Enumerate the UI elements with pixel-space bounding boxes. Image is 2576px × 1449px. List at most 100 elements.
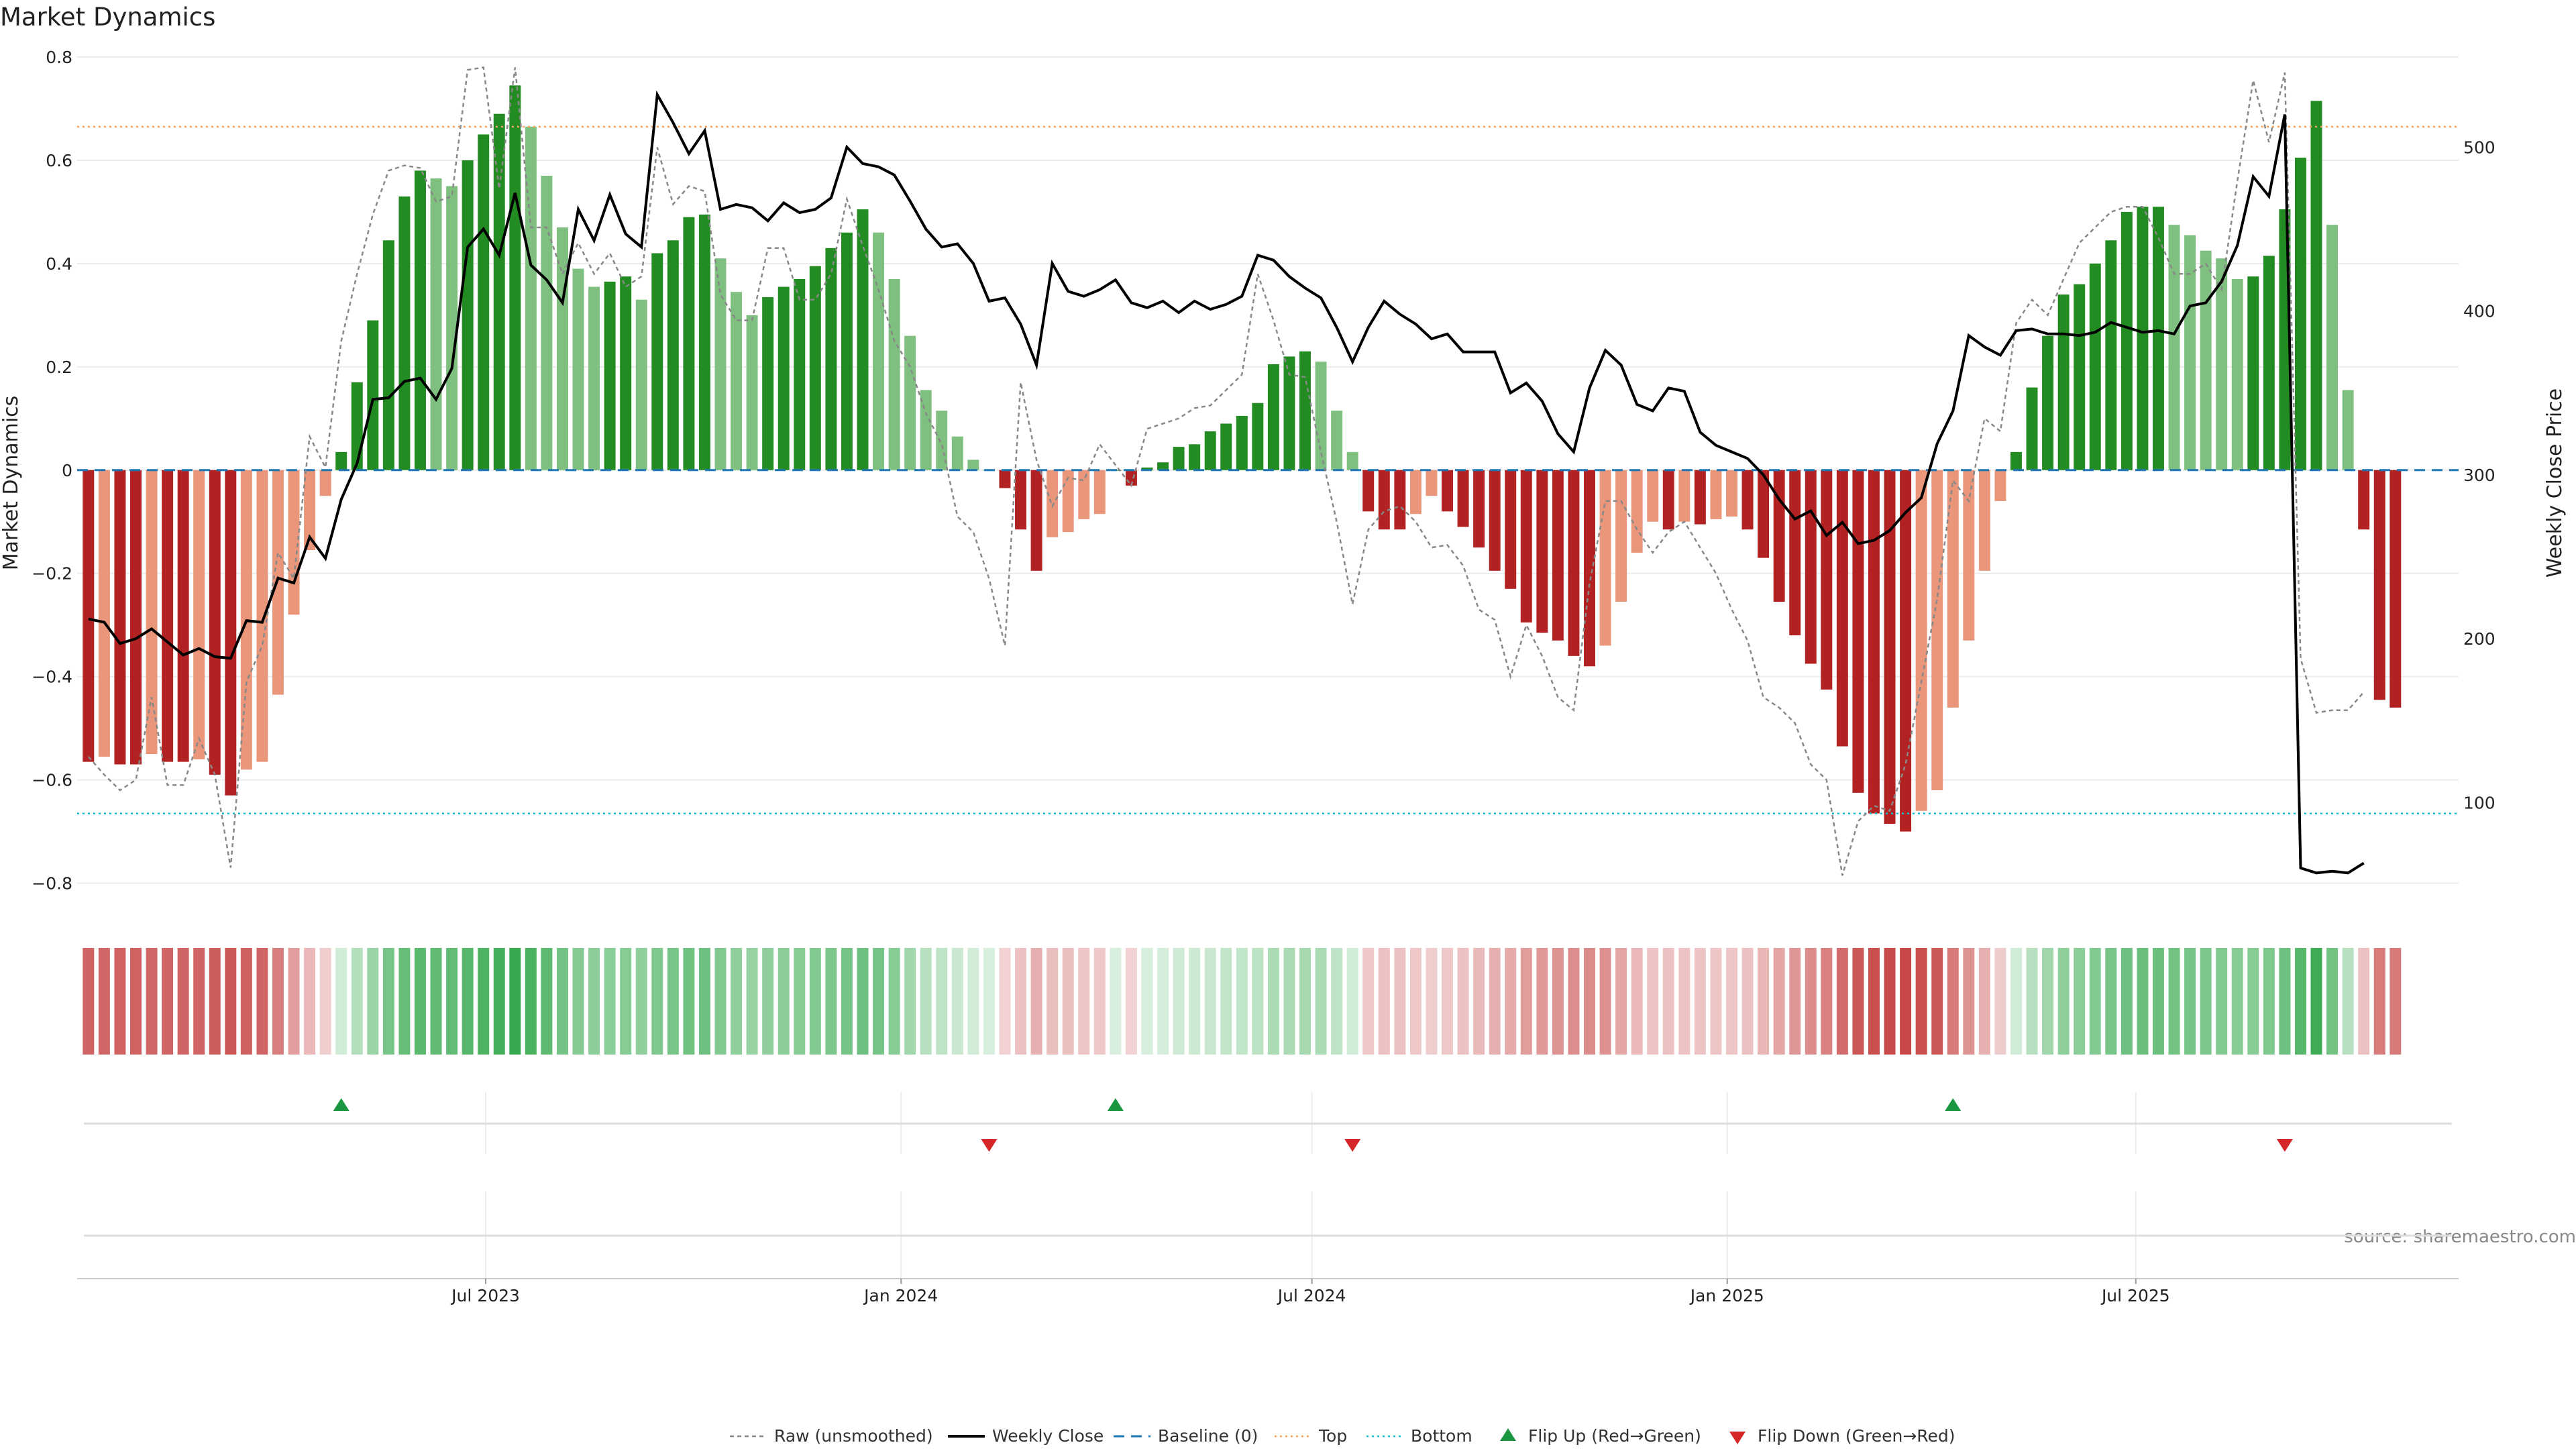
heat-cell — [1189, 948, 1201, 1055]
legend-swatch — [1729, 1432, 1746, 1444]
heat-cell — [1362, 948, 1375, 1055]
raw-line — [87, 66, 2365, 876]
heat-cell — [2231, 948, 2243, 1055]
dynamics-bar — [999, 470, 1011, 488]
heat-cell — [1252, 948, 1264, 1055]
dynamics-bar — [951, 436, 963, 470]
dynamics-bar — [1030, 470, 1042, 571]
dynamics-bar — [1678, 470, 1690, 522]
y-tick-label: −0.4 — [32, 667, 72, 687]
heat-cell — [351, 948, 363, 1055]
dynamics-bar — [1299, 351, 1311, 470]
dynamics-bar — [1868, 470, 1880, 814]
dynamics-bar — [1836, 470, 1848, 747]
dynamics-bar — [2089, 263, 2101, 470]
heat-cell — [2074, 948, 2086, 1055]
dynamics-bar — [1378, 470, 1390, 530]
heat-cell — [809, 948, 821, 1055]
heat-cell — [1900, 948, 1912, 1055]
heat-cell — [478, 948, 490, 1055]
dynamics-bar — [2200, 250, 2212, 470]
heat-cell — [667, 948, 679, 1055]
heat-cell — [146, 948, 158, 1055]
dynamics-bar — [1267, 364, 1279, 470]
heat-cell — [1662, 948, 1674, 1055]
heat-cell — [493, 948, 505, 1055]
dynamics-bar — [667, 240, 679, 470]
heat-cell — [319, 948, 331, 1055]
dynamics-bar — [1710, 470, 1722, 519]
heat-cell — [983, 948, 995, 1055]
dynamics-bar — [2168, 225, 2180, 470]
heat-cell — [2390, 948, 2402, 1055]
flip-up-marker — [1945, 1098, 1962, 1111]
heat-cell — [1694, 948, 1706, 1055]
dynamics-bar — [2373, 470, 2385, 700]
heat-cell — [2042, 948, 2054, 1055]
y-tick-label: 0.2 — [46, 358, 72, 377]
heat-cell — [1409, 948, 1421, 1055]
heat-cell — [1915, 948, 1927, 1055]
dynamics-bar — [304, 470, 316, 551]
dynamics-bar — [762, 297, 774, 470]
heat-cell — [2326, 948, 2339, 1055]
heat-cell — [777, 948, 790, 1055]
heat-cell — [1678, 948, 1690, 1055]
dynamics-bar — [319, 470, 331, 496]
dynamics-bar — [635, 299, 647, 470]
heat-cell — [1584, 948, 1595, 1055]
dynamics-bar — [351, 382, 363, 470]
heat-cell — [1220, 948, 1232, 1055]
dynamics-bar — [841, 232, 853, 470]
heat-cell — [746, 948, 758, 1055]
heat-cell — [1947, 948, 1959, 1055]
dynamics-bar — [493, 113, 505, 470]
heat-cell — [1710, 948, 1722, 1055]
heat-cell — [525, 948, 537, 1055]
heat-cell — [1836, 948, 1848, 1055]
dynamics-bar — [509, 85, 521, 470]
heat-cell — [1141, 948, 1153, 1055]
dynamics-bar — [2310, 101, 2322, 470]
dynamics-bar — [1821, 470, 1833, 690]
heat-cell — [1157, 948, 1169, 1055]
y-tick-label: 0 — [62, 461, 72, 480]
dynamics-bar — [1599, 470, 1611, 646]
dynamics-bar — [2247, 276, 2259, 470]
heat-cell — [2137, 948, 2149, 1055]
heat-cell — [714, 948, 727, 1055]
x-tick-label: Jul 2023 — [450, 1286, 520, 1305]
heat-cell — [209, 948, 221, 1055]
weekly-close-line — [88, 90, 2365, 875]
legend-swatch — [1500, 1428, 1516, 1441]
dynamics-bar — [272, 470, 284, 695]
heat-cell — [1283, 948, 1295, 1055]
heat-cell — [2294, 948, 2306, 1055]
heat-cell — [1552, 948, 1564, 1055]
heat-cell — [83, 948, 95, 1055]
heat-cell — [1505, 948, 1517, 1055]
heat-cell — [114, 948, 126, 1055]
dynamics-bar — [1520, 470, 1532, 623]
dynamics-bar — [2263, 256, 2275, 470]
heat-cell — [1346, 948, 1358, 1055]
dynamics-bar — [382, 240, 394, 470]
dynamics-bar — [367, 320, 379, 470]
dynamics-bar — [1093, 470, 1106, 515]
dynamics-bar — [225, 470, 237, 796]
heat-cell — [2279, 948, 2291, 1055]
heat-cell — [1931, 948, 1943, 1055]
x-tick-label: Jul 2025 — [2100, 1286, 2170, 1305]
dynamics-bar — [873, 232, 885, 470]
heat-cell — [367, 948, 379, 1055]
heat-cell — [1852, 948, 1864, 1055]
dynamics-bar — [541, 176, 553, 470]
dynamics-bar — [2342, 390, 2354, 470]
heat-cell — [1599, 948, 1611, 1055]
heat-cell — [1125, 948, 1137, 1055]
heat-cell — [1994, 948, 2006, 1055]
dynamics-bar — [2231, 278, 2243, 470]
dynamics-bar — [256, 470, 268, 762]
dynamics-bar — [2137, 207, 2149, 470]
